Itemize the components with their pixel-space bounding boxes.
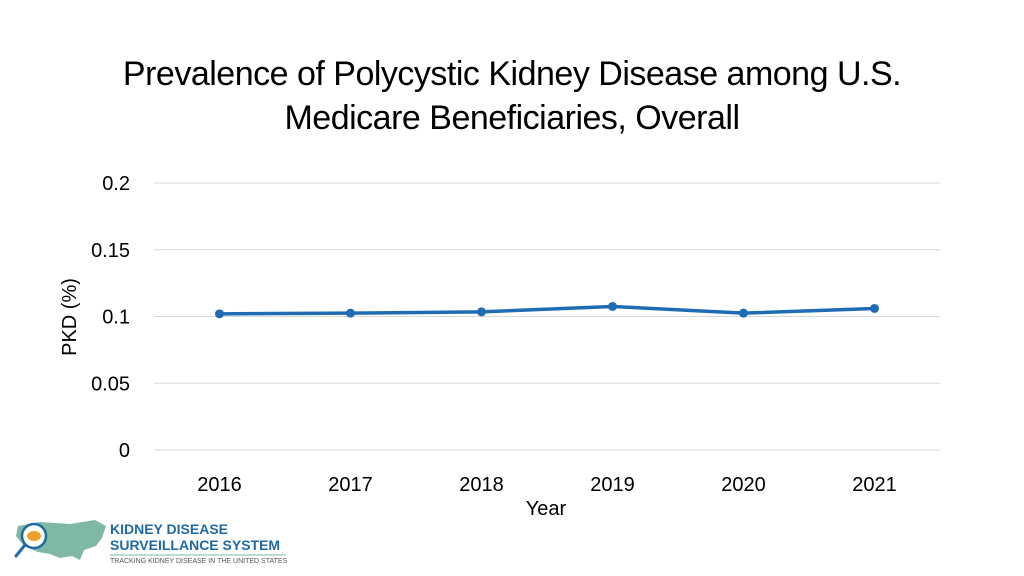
y-tick-label: 0.1 [102,307,130,329]
chart-title: Prevalence of Polycystic Kidney Disease … [0,52,1024,140]
x-tick-label: 2019 [590,474,635,496]
y-tick-label: 0.2 [102,173,130,195]
logo-tagline: TRACKING KIDNEY DISEASE IN THE UNITED ST… [110,558,288,565]
data-series [215,301,879,319]
logo-title-line-1: KIDNEY DISEASE [110,521,228,537]
y-tick-label: 0.05 [91,373,130,395]
chart-title-line-2: Medicare Beneficiaries, Overall [284,99,740,137]
kidney-icon [27,531,41,541]
magnifier-handle [14,543,27,558]
y-tick-label: 0 [119,440,130,462]
x-tick-label: 2018 [459,474,504,496]
chart-title-line-1: Prevalence of Polycystic Kidney Disease … [122,55,902,93]
data-point-2016 [215,309,224,319]
data-point-2019 [608,301,617,311]
x-axis-label: Year [526,498,567,520]
kdss-logo: KIDNEY DISEASE SURVEILLANCE SYSTEM TRACK… [14,520,288,565]
y-tick-label: 0.15 [91,240,130,262]
logo-title-line-2: SURVEILLANCE SYSTEM [110,537,280,553]
x-tick-label: 2016 [197,474,242,496]
data-point-2018 [477,307,486,317]
x-tick-label: 2017 [328,474,373,496]
y-axis-label: PKD (%) [59,278,81,356]
gridlines [154,182,940,451]
y-axis-ticks: 0 0.05 0.1 0.15 0.2 [91,173,130,462]
x-axis-ticks: 2016 2017 2018 2019 2020 2021 [197,474,897,496]
data-point-2017 [346,308,355,318]
data-point-2020 [739,308,748,318]
x-tick-label: 2021 [852,474,897,496]
series-line [217,304,877,316]
data-point-2021 [870,303,879,313]
x-tick-label: 2020 [721,474,766,496]
